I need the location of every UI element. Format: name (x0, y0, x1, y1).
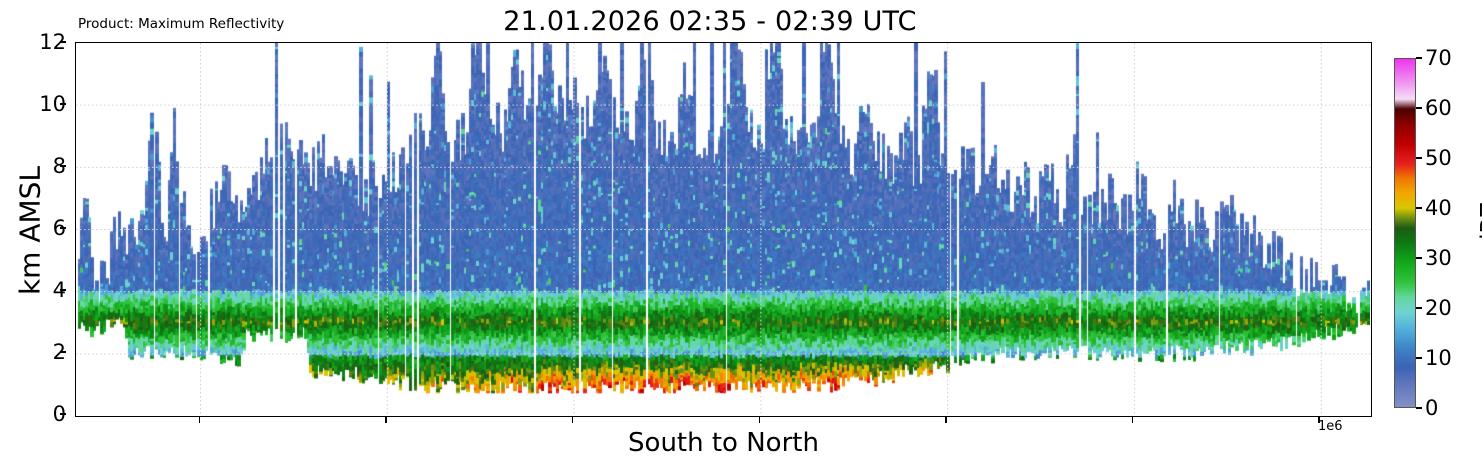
colorbar-tick-label: 30 (1425, 246, 1452, 270)
colorbar-gradient (1395, 59, 1415, 407)
colorbar-tick-mark (1416, 257, 1422, 259)
product-annotation: Product: Maximum Reflectivity (78, 16, 285, 32)
colorbar-tick-mark (1416, 157, 1422, 159)
colorbar (1394, 58, 1416, 408)
x-tick-mark (945, 417, 947, 423)
y-tick-mark (60, 289, 66, 291)
y-tick-mark (60, 41, 66, 43)
x-tick-mark (1318, 417, 1321, 423)
colorbar-unit-label: dBZ (1477, 201, 1482, 249)
x-tick-mark (198, 417, 201, 423)
colorbar-ticks: 0 10 20 30 40 50 60 70 (1394, 46, 1482, 420)
y-tick-label: 0 (52, 402, 66, 426)
colorbar-tick-mark (1416, 357, 1422, 359)
colorbar-tick-mark (1416, 407, 1422, 409)
page-title: 21.01.2026 02:35 - 02:39 UTC (503, 6, 917, 37)
colorbar-tick-label: 20 (1425, 296, 1452, 320)
colorbar-tick-label: 50 (1425, 146, 1452, 170)
reflectivity-raster (76, 43, 1370, 415)
y-tick-mark (60, 227, 66, 229)
reflectivity-heatmap (75, 42, 1372, 417)
colorbar-tick-mark (1416, 207, 1422, 209)
x-tick-mark (571, 417, 574, 423)
y-tick-label: 8 (52, 154, 66, 178)
colorbar-tick-mark (1416, 57, 1422, 59)
y-tick-label: 10 (39, 92, 66, 116)
colorbar-tick-label: 10 (1425, 346, 1452, 370)
colorbar-tick-label: 70 (1425, 46, 1452, 70)
y-tick-label: 6 (52, 216, 66, 240)
x-axis-offset-label: 1e6 (1318, 419, 1343, 434)
colorbar-tick-label: 0 (1425, 396, 1439, 420)
y-tick-label: 12 (39, 30, 66, 54)
colorbar-tick-mark (1416, 107, 1422, 109)
x-tick-mark (1131, 417, 1134, 423)
colorbar-tick-mark (1416, 307, 1422, 309)
y-tick-label: 4 (52, 278, 66, 302)
x-axis-label: South to North (628, 428, 819, 458)
y-tick-mark (60, 103, 66, 105)
y-tick-label: 2 (52, 340, 66, 364)
x-tick-mark (385, 417, 387, 423)
y-tick-mark (60, 413, 66, 415)
x-tick-mark (758, 417, 761, 423)
y-tick-mark (60, 165, 66, 167)
y-tick-mark (60, 351, 66, 353)
colorbar-tick-label: 40 (1425, 196, 1452, 220)
colorbar-tick-label: 60 (1425, 96, 1452, 120)
y-axis-ticks: 0 2 4 6 8 10 12 (14, 30, 66, 426)
